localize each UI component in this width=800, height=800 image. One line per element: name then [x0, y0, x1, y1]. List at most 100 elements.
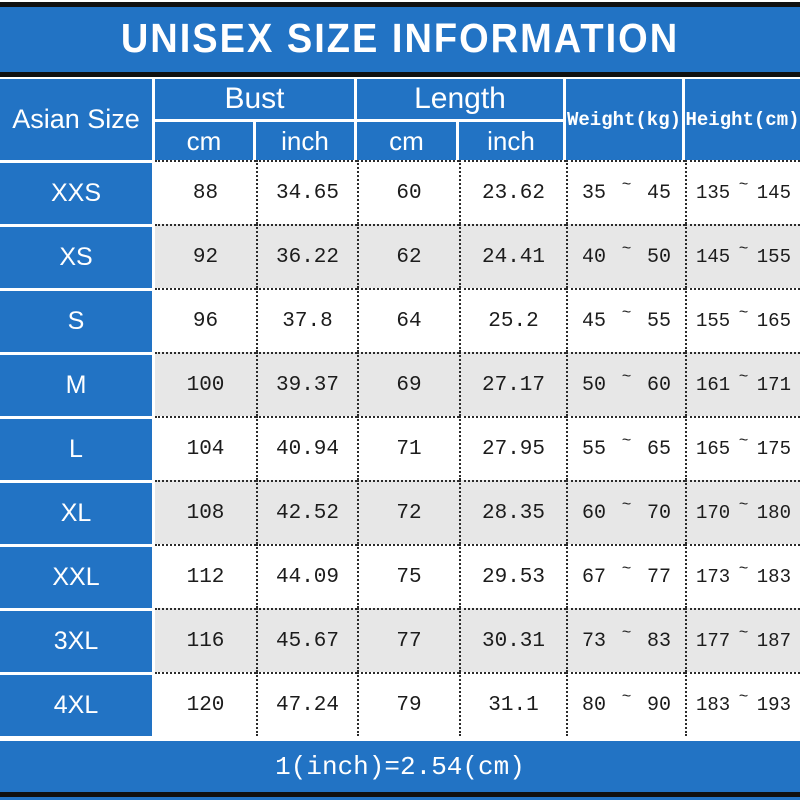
bust-cm-value: 108	[155, 480, 256, 544]
tilde-separator: ~	[621, 432, 632, 450]
height-max: 193	[756, 694, 791, 716]
tilde-separator: ~	[738, 432, 749, 450]
size-label: XXL	[0, 544, 155, 608]
header-asian-size: Asian Size	[0, 77, 155, 160]
tilde-separator: ~	[621, 624, 632, 642]
bust-cm-value: 116	[155, 608, 256, 672]
height-range: 135 ~145	[685, 160, 800, 224]
header-bust: Bust	[155, 77, 357, 122]
bust-inch-value: 40.94	[256, 416, 357, 480]
weight-min: 80	[582, 693, 607, 717]
height-max: 180	[756, 502, 791, 524]
tilde-separator: ~	[621, 176, 632, 194]
size-label: M	[0, 352, 155, 416]
bust-inch-value: 34.65	[256, 160, 357, 224]
size-label: S	[0, 288, 155, 352]
title-band: UNISEX SIZE INFORMATION	[0, 7, 800, 72]
header-height-cm: Height(cm)	[685, 77, 800, 160]
header-weight-kg: Weight(kg)	[566, 77, 685, 160]
length-inch-value: 24.41	[459, 224, 566, 288]
height-range: 177 ~187	[685, 608, 800, 672]
bust-inch-value: 36.22	[256, 224, 357, 288]
length-cm-value: 62	[357, 224, 459, 288]
tilde-separator: ~	[738, 624, 749, 642]
header-length: Length	[357, 77, 566, 122]
header-bust-cm: cm	[155, 122, 256, 160]
bust-inch-value: 45.67	[256, 608, 357, 672]
weight-max: 77	[646, 565, 671, 589]
length-cm-value: 71	[357, 416, 459, 480]
bust-inch-value: 39.37	[256, 352, 357, 416]
tilde-separator: ~	[621, 304, 632, 322]
weight-max: 50	[646, 245, 671, 269]
header-length-inch: inch	[459, 122, 566, 160]
tilde-separator: ~	[738, 496, 749, 514]
top-black-bar	[0, 2, 800, 7]
bust-cm-value: 88	[155, 160, 256, 224]
size-label: XXS	[0, 160, 155, 224]
weight-min: 35	[582, 181, 607, 205]
tilde-separator: ~	[738, 240, 749, 258]
weight-range: 40 ~50	[566, 224, 685, 288]
height-min: 155	[696, 310, 731, 332]
height-range: 161 ~171	[685, 352, 800, 416]
height-range: 155 ~165	[685, 288, 800, 352]
weight-min: 40	[582, 245, 607, 269]
height-min: 165	[696, 438, 731, 460]
length-inch-value: 31.1	[459, 672, 566, 736]
bust-inch-value: 44.09	[256, 544, 357, 608]
height-min: 170	[696, 502, 731, 524]
bust-cm-value: 96	[155, 288, 256, 352]
tilde-separator: ~	[621, 688, 632, 706]
weight-min: 55	[582, 437, 607, 461]
weight-min: 50	[582, 373, 607, 397]
weight-max: 55	[646, 309, 671, 333]
tilde-separator: ~	[621, 240, 632, 258]
size-label: L	[0, 416, 155, 480]
tilde-separator: ~	[621, 496, 632, 514]
weight-max: 90	[646, 693, 671, 717]
length-cm-value: 72	[357, 480, 459, 544]
height-min: 173	[696, 566, 731, 588]
height-min: 161	[696, 374, 731, 396]
conversion-note: 1(inch)=2.54(cm)	[275, 751, 525, 782]
weight-range: 80 ~90	[566, 672, 685, 736]
weight-range: 35 ~45	[566, 160, 685, 224]
bust-cm-value: 92	[155, 224, 256, 288]
length-inch-value: 27.95	[459, 416, 566, 480]
height-min: 177	[696, 630, 731, 652]
weight-range: 50 ~60	[566, 352, 685, 416]
weight-max: 83	[646, 629, 671, 653]
bust-inch-value: 37.8	[256, 288, 357, 352]
weight-min: 67	[582, 565, 607, 589]
tilde-separator: ~	[738, 688, 749, 706]
tilde-separator: ~	[738, 176, 749, 194]
bust-cm-value: 100	[155, 352, 256, 416]
weight-min: 45	[582, 309, 607, 333]
height-max: 187	[756, 630, 791, 652]
height-min: 183	[696, 694, 731, 716]
weight-range: 45 ~55	[566, 288, 685, 352]
bust-cm-value: 104	[155, 416, 256, 480]
weight-max: 60	[646, 373, 671, 397]
height-min: 135	[696, 182, 731, 204]
tilde-separator: ~	[738, 368, 749, 386]
size-label: XS	[0, 224, 155, 288]
weight-max: 65	[646, 437, 671, 461]
size-label: 3XL	[0, 608, 155, 672]
height-range: 173 ~183	[685, 544, 800, 608]
footer-band: 1(inch)=2.54(cm)	[0, 741, 800, 792]
height-range: 145 ~155	[685, 224, 800, 288]
height-max: 155	[756, 246, 791, 268]
length-inch-value: 30.31	[459, 608, 566, 672]
length-cm-value: 77	[357, 608, 459, 672]
length-cm-value: 60	[357, 160, 459, 224]
size-table: Asian Size Bust Length Weight(kg) Height…	[0, 77, 800, 736]
height-range: 170 ~180	[685, 480, 800, 544]
height-range: 165 ~175	[685, 416, 800, 480]
header-bust-inch: inch	[256, 122, 357, 160]
height-range: 183 ~193	[685, 672, 800, 736]
weight-range: 55 ~65	[566, 416, 685, 480]
size-label: 4XL	[0, 672, 155, 736]
